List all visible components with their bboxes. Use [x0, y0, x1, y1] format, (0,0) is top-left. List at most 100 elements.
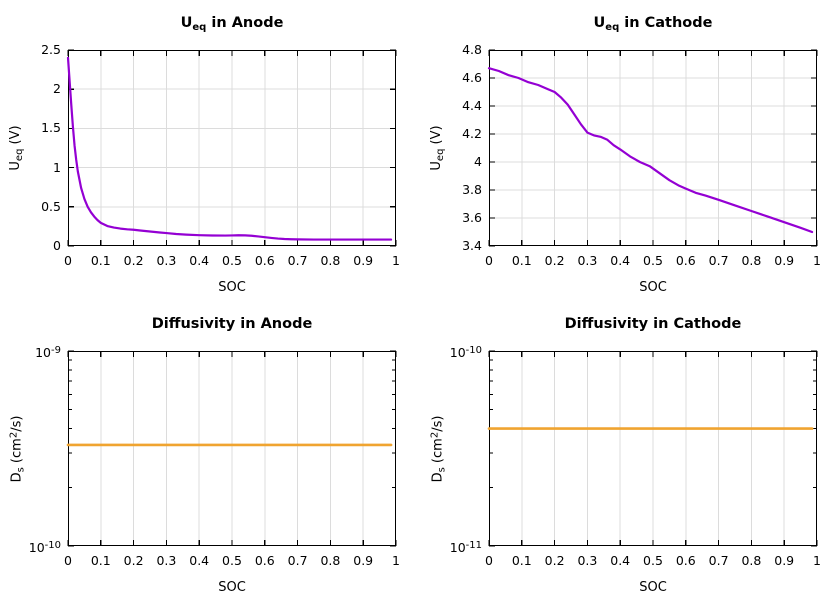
y-tick-label: 10-9	[0, 343, 61, 361]
x-tick-label: 0.8	[741, 253, 762, 268]
x-tick-label: 0.7	[708, 253, 729, 268]
text-part: (V)	[8, 125, 23, 149]
x-tick-label: 0.3	[156, 553, 177, 568]
ueq-cathode-line	[487, 67, 814, 234]
x-tick-label: 0.4	[189, 553, 210, 568]
x-tick-label: 0.5	[222, 553, 242, 568]
x-tick-label: 0.7	[287, 553, 308, 568]
y-tick-label: 1.5	[41, 120, 61, 136]
x-tick-label: 0.7	[708, 553, 729, 568]
plot-frame	[67, 350, 397, 547]
plot-frame	[488, 49, 818, 247]
plot-title-ueq-anode: Ueq in Anode	[28, 13, 436, 38]
y-tick-label: 4.8	[462, 42, 482, 57]
x-axis-label-ueq-anode: SOC	[218, 280, 246, 295]
x-tick-label: 0.6	[254, 253, 275, 268]
y-tick-label: 4.6	[462, 70, 482, 85]
x-tick-label: 0.9	[353, 253, 374, 268]
x-tick-label: 0	[485, 553, 493, 568]
text-part: -10	[44, 540, 61, 551]
text-part: 10	[449, 345, 466, 360]
text-part: U	[429, 161, 444, 171]
text-part: U	[8, 161, 23, 171]
plot-area-ueq-cathode	[487, 49, 818, 247]
x-tick-label: 0.8	[320, 553, 341, 568]
plot-area-ueq-anode	[66, 49, 397, 247]
x-tick-label: 0.5	[643, 553, 663, 568]
y-tick-label: 10-10	[404, 343, 482, 361]
x-tick-label: 0.5	[643, 253, 663, 268]
plot-title-diffusivity-cathode: Diffusivity in Cathode	[449, 314, 840, 334]
text-part: -9	[51, 345, 61, 356]
x-tick-label: 0.2	[544, 553, 565, 568]
x-tick-label: 0.4	[610, 253, 631, 268]
x-tick-label: 1	[813, 553, 821, 568]
y-tick-label: 0.5	[41, 198, 61, 214]
plot-title-ueq-cathode: Ueq in Cathode	[449, 13, 840, 38]
x-tick-label: 0.6	[675, 253, 696, 268]
plot-title-diffusivity-anode: Diffusivity in Anode	[28, 314, 436, 334]
x-tick-label: 0.2	[123, 253, 144, 268]
x-tick-label: 0.1	[511, 253, 532, 268]
x-tick-label: 0.2	[544, 253, 565, 268]
x-tick-label: 0.7	[287, 253, 308, 268]
text-part: 10	[35, 345, 52, 360]
x-tick-label: 0.1	[90, 253, 111, 268]
text-part: eq	[435, 148, 446, 162]
text-part: 10	[449, 540, 466, 555]
text-part: 2	[8, 431, 20, 438]
x-tick-label: 0.3	[156, 253, 177, 268]
text-part: (V)	[429, 125, 444, 149]
plot-frame	[67, 49, 397, 247]
x-tick-label: 0.3	[577, 253, 598, 268]
x-tick-label: 0.2	[123, 553, 144, 568]
y-tick-label: 4	[474, 154, 482, 169]
y-tick-label: 3.8	[462, 182, 482, 197]
text-part: /s)	[9, 415, 25, 432]
x-tick-label: 1	[392, 253, 400, 268]
text-part: in Cathode	[619, 15, 713, 31]
ueq-anode-line	[66, 56, 393, 241]
y-tick-label: 10-10	[0, 538, 61, 556]
y-tick-label: 2.5	[41, 42, 61, 57]
text-part: D	[430, 471, 446, 482]
y-tick-label: 3.6	[462, 210, 482, 225]
x-tick-label: 0.5	[222, 253, 242, 268]
y-tick-label: 4.4	[462, 98, 482, 113]
text-part: (cm	[430, 437, 446, 467]
x-axis-label-ueq-cathode: SOC	[639, 280, 667, 295]
plot-area-diffusivity-cathode	[487, 350, 818, 547]
text-part: 2	[429, 431, 441, 438]
y-tick-label: 4.2	[462, 126, 482, 141]
x-tick-label: 0.6	[675, 553, 696, 568]
text-part: (cm	[9, 437, 25, 467]
x-tick-label: 0.8	[320, 253, 341, 268]
y-tick-label: 0	[53, 238, 61, 253]
text-part: eq	[14, 148, 25, 162]
x-tick-label: 0.3	[577, 553, 598, 568]
text-part: eq	[192, 22, 207, 33]
y-axis-label-ueq-anode: Ueq (V)	[8, 125, 28, 170]
text-part: Diffusivity in Cathode	[564, 316, 742, 332]
x-tick-label: 0	[485, 253, 493, 268]
y-axis-label-diffusivity-cathode: Ds (cm2/s)	[428, 415, 451, 482]
text-part: /s)	[430, 415, 446, 432]
y-tick-label: 3.4	[462, 238, 482, 253]
x-tick-label: 1	[392, 553, 400, 568]
x-tick-label: 0.4	[189, 253, 210, 268]
x-tick-label: 0.8	[741, 553, 762, 568]
y-axis-label-diffusivity-anode: Ds (cm2/s)	[7, 415, 30, 482]
x-tick-label: 0.9	[774, 553, 795, 568]
x-axis-label-diffusivity-anode: SOC	[218, 580, 246, 595]
text-part: Diffusivity in Anode	[151, 316, 313, 332]
x-tick-label: 0	[64, 253, 72, 268]
text-part: U	[593, 15, 606, 31]
x-tick-label: 0.6	[254, 553, 275, 568]
text-part: in Anode	[206, 15, 284, 31]
text-part: eq	[605, 22, 620, 33]
x-tick-label: 0.1	[90, 553, 111, 568]
text-part: s	[15, 466, 27, 472]
x-tick-label: 1	[813, 253, 821, 268]
plot-frame	[488, 350, 818, 547]
